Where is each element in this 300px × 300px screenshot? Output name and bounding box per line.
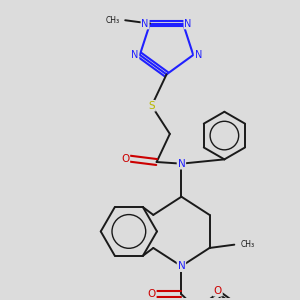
Text: N: N xyxy=(178,159,185,169)
Text: O: O xyxy=(121,154,129,164)
Text: N: N xyxy=(178,261,185,271)
Text: N: N xyxy=(184,19,192,28)
Text: S: S xyxy=(148,101,155,111)
Text: N: N xyxy=(194,50,202,60)
Text: O: O xyxy=(148,289,156,299)
Text: N: N xyxy=(141,19,149,28)
Text: CH₃: CH₃ xyxy=(240,240,254,249)
Text: O: O xyxy=(214,286,222,296)
Text: N: N xyxy=(131,50,139,60)
Text: CH₃: CH₃ xyxy=(105,16,119,25)
